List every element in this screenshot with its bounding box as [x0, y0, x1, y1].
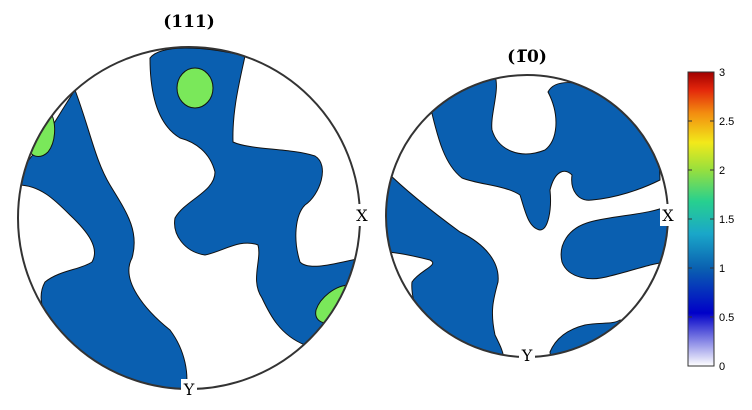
- pole-figure-111-contours: [18, 47, 360, 389]
- contour-level-1-region-bottom: [549, 319, 657, 357]
- x-label-bg: [660, 204, 676, 226]
- pole-figure-1-10-y-label: Y: [521, 346, 533, 365]
- y-label-bg: [519, 345, 535, 365]
- colorbar-tick-label: 1.5: [719, 214, 734, 226]
- pole-figure-111-x-label: X: [356, 206, 368, 225]
- pole-figure-1-10-title: (1̅0): [507, 47, 547, 67]
- pole-figure-111-title: (111): [163, 12, 215, 32]
- contour-level-1-region-right: [560, 204, 668, 280]
- pole-figure-111: (111) X Y: [17, 12, 370, 399]
- colorbar-tick-label: 2: [719, 165, 725, 177]
- pole-figure-1-10-x-label: X: [662, 206, 674, 225]
- pole-figure-111-y-label: Y: [183, 380, 195, 399]
- colorbar: 0 0.5 1 1.5 2 2.5 3: [687, 67, 734, 373]
- contour-level-2-spot-top: [176, 67, 214, 109]
- colorbar-tick-label: 1: [719, 263, 725, 275]
- colorbar-tick-label: 0: [719, 361, 725, 373]
- x-label-bg: [354, 204, 370, 226]
- contour-level-1-region-top: [429, 75, 661, 231]
- colorbar-tick-label: 3: [719, 67, 725, 79]
- contour-level-1-region-left: [386, 168, 504, 357]
- pole-figure-1-10: (1̅0) X Y: [385, 47, 676, 365]
- colorbar-tick-label: 2.5: [719, 116, 734, 128]
- y-label-bg: [181, 379, 197, 399]
- pole-figure-1-10-contours: [386, 75, 668, 357]
- colorbar-tick-label: 0.5: [719, 312, 734, 324]
- colorbar-ticks: 0 0.5 1 1.5 2 2.5 3: [688, 67, 734, 373]
